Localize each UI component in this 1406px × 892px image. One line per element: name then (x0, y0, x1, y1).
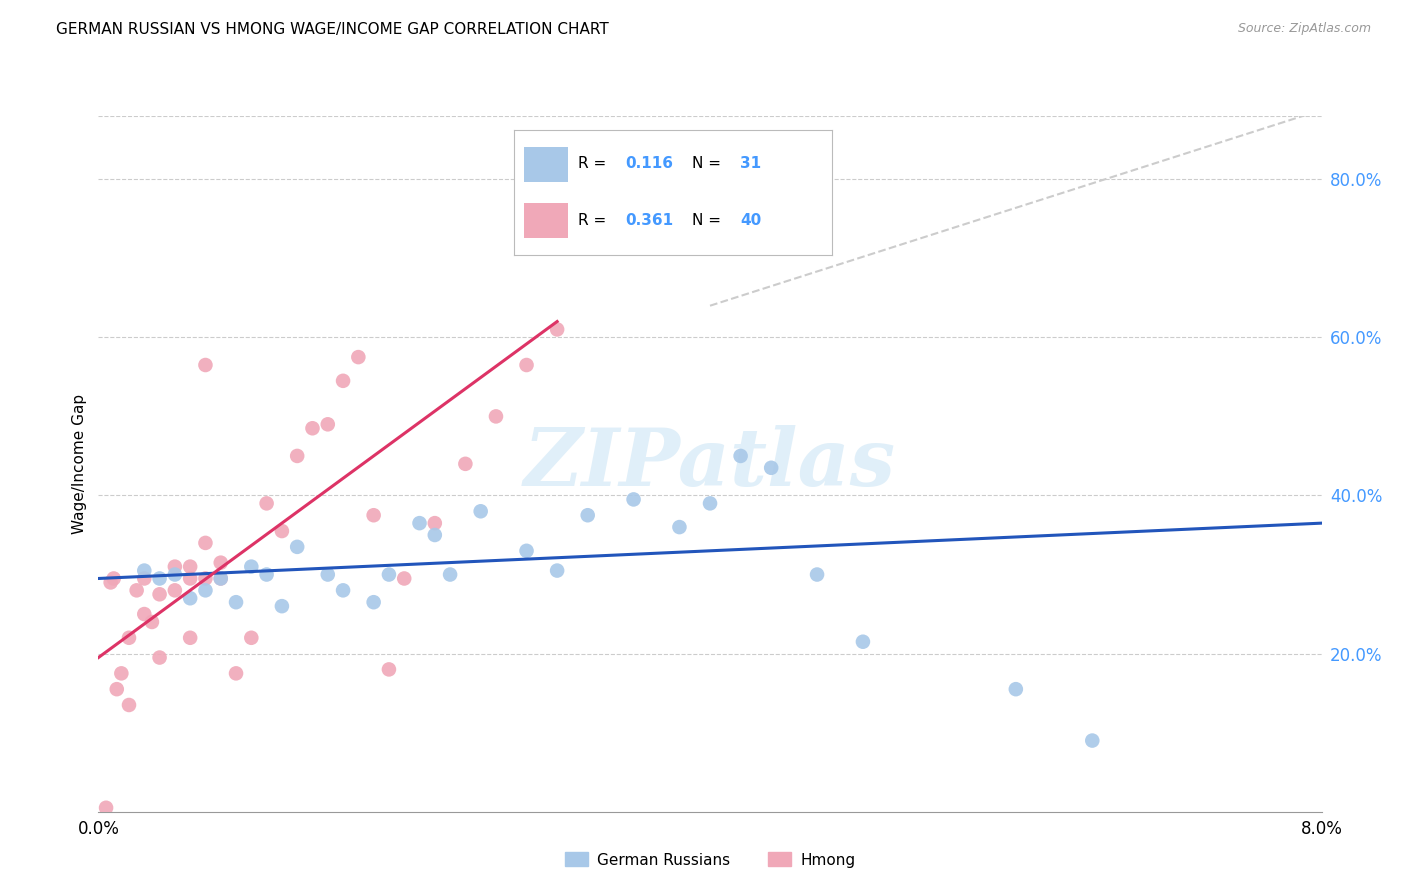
German Russians (423, 528, 446, 542)
Hmong (347, 350, 370, 364)
Hmong (105, 682, 128, 697)
German Russians (363, 595, 385, 609)
German Russians (149, 572, 172, 586)
German Russians (225, 595, 247, 609)
German Russians (270, 599, 294, 614)
German Russians (546, 564, 568, 578)
German Russians (332, 583, 354, 598)
Hmong (103, 572, 125, 586)
German Russians (516, 543, 538, 558)
Hmong (134, 572, 156, 586)
Hmong (485, 409, 508, 424)
Hmong (149, 650, 172, 665)
Hmong (118, 698, 141, 712)
German Russians (285, 540, 308, 554)
Hmong (209, 572, 232, 586)
Hmong (179, 631, 201, 645)
German Russians (1081, 733, 1104, 747)
German Russians (240, 559, 263, 574)
Hmong (270, 524, 294, 538)
German Russians (316, 567, 339, 582)
German Russians (1004, 682, 1026, 697)
German Russians (730, 449, 752, 463)
German Russians (256, 567, 278, 582)
Hmong (454, 457, 477, 471)
Hmong (256, 496, 278, 510)
German Russians (576, 508, 599, 523)
Hmong (134, 607, 156, 621)
Hmong (392, 572, 416, 586)
Hmong (546, 322, 568, 336)
Hmong (209, 556, 232, 570)
Hmong (141, 615, 163, 629)
Hmong (179, 559, 201, 574)
German Russians (759, 460, 782, 475)
German Russians (194, 583, 217, 598)
German Russians (806, 567, 828, 582)
Hmong (125, 583, 148, 598)
German Russians (699, 496, 721, 510)
German Russians (852, 634, 875, 648)
Hmong (149, 587, 172, 601)
Hmong (363, 508, 385, 523)
Hmong (301, 421, 323, 435)
Hmong (516, 358, 538, 372)
German Russians (179, 591, 201, 606)
German Russians (623, 492, 645, 507)
Hmong (225, 666, 247, 681)
Hmong (110, 666, 132, 681)
Hmong (316, 417, 339, 432)
Hmong (285, 449, 308, 463)
Hmong (179, 572, 201, 586)
German Russians (163, 567, 186, 582)
Hmong (378, 662, 401, 676)
Hmong (240, 631, 263, 645)
Hmong (94, 801, 117, 815)
Y-axis label: Wage/Income Gap: Wage/Income Gap (72, 393, 87, 534)
Hmong (332, 374, 354, 388)
Hmong (194, 358, 217, 372)
German Russians (378, 567, 401, 582)
Text: ZIPatlas: ZIPatlas (524, 425, 896, 502)
German Russians (668, 520, 690, 534)
Hmong (423, 516, 446, 530)
German Russians (470, 504, 492, 518)
German Russians (408, 516, 430, 530)
Hmong (100, 575, 122, 590)
Text: GERMAN RUSSIAN VS HMONG WAGE/INCOME GAP CORRELATION CHART: GERMAN RUSSIAN VS HMONG WAGE/INCOME GAP … (56, 22, 609, 37)
Hmong (118, 631, 141, 645)
Hmong (163, 583, 186, 598)
Hmong (163, 559, 186, 574)
German Russians (209, 572, 232, 586)
Legend: German Russians, Hmong: German Russians, Hmong (558, 847, 862, 873)
Hmong (194, 536, 217, 550)
German Russians (439, 567, 461, 582)
German Russians (134, 564, 156, 578)
Hmong (194, 572, 217, 586)
Text: Source: ZipAtlas.com: Source: ZipAtlas.com (1237, 22, 1371, 36)
